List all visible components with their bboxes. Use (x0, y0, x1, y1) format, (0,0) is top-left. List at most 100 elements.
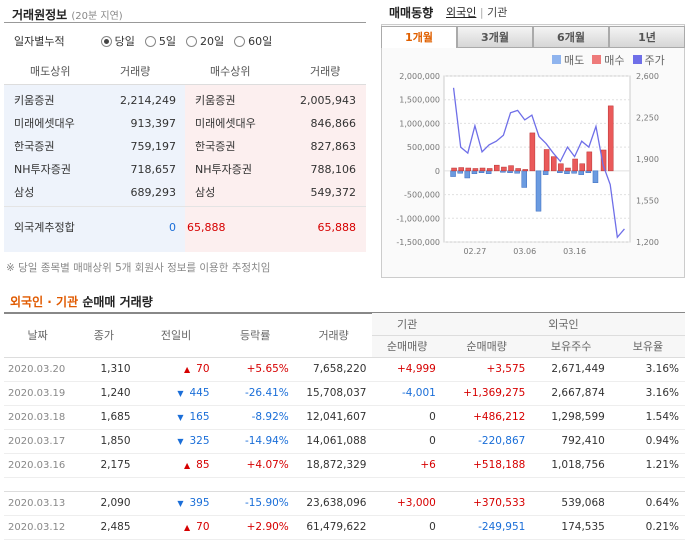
cell-change: ▼ 325 (136, 429, 216, 454)
buyer-name: NH투자증권 (195, 163, 252, 176)
cell-rate: -8.92% (215, 405, 295, 430)
table-title-rest: 순매매 거래량 (82, 295, 153, 309)
sell-bar (485, 170, 492, 174)
sell-bar (578, 170, 584, 175)
cell-foreign-net: -220,867 (441, 429, 532, 454)
cell-close: 1,850 (71, 429, 137, 454)
sell-vol-header: 거래량 (120, 65, 151, 78)
buy-bar (515, 168, 521, 172)
radio-5day[interactable]: 5일 (144, 33, 176, 49)
arrow-up-icon: ▲ (183, 523, 191, 532)
cell-holdings: 539,068 (531, 491, 611, 516)
trade-trend-chart: 2,000,000 1,500,000 1,000,000 500,000 0 -500,… (396, 72, 659, 256)
seller-volume: 689,293 (130, 186, 177, 199)
radio-60day[interactable]: 60일 (234, 33, 272, 49)
radio-dot-icon (185, 35, 197, 47)
col-date: 날짜 (4, 313, 72, 358)
radio-today[interactable]: 당일 (100, 33, 135, 49)
buy-bar (579, 163, 585, 172)
cell-inst-net: +4,999 (372, 357, 442, 382)
chart-legend: 매도 매수 주가 (552, 52, 665, 68)
delay-note: (20분 지연) (71, 11, 123, 22)
cell-foreign-net: +370,533 (441, 491, 532, 516)
table-title: 외국인 · 기관 순매매 거래량 (10, 293, 153, 310)
table-row: 2020.03.20 1,310 ▲ 70 +5.65% 7,658,220 +4,999 +… (4, 357, 685, 382)
table-row: 2020.03.18 1,685 ▼ 165 -8.92% 12,041,607 0 +486… (4, 405, 685, 430)
col-holdings: 보유주수 (531, 335, 611, 358)
col-institution: 기관 (372, 313, 442, 336)
buy-bar (451, 167, 457, 172)
cell-volume: 18,872,329 (294, 453, 373, 478)
institution-link[interactable]: 기관 (487, 6, 508, 19)
foreign-sell: 0 (169, 221, 176, 234)
seller-name: 키움증권 (14, 94, 55, 107)
foreign-link[interactable]: 외국인 (446, 6, 477, 19)
cell-rate: +2.90% (215, 515, 295, 540)
buyer-name: 키움증권 (195, 94, 236, 107)
sell-bar (585, 170, 592, 174)
cell-inst-net: +3,000 (372, 491, 442, 516)
cell-inst-net: +6 (372, 453, 442, 478)
buyer-name: 삼성 (195, 186, 216, 199)
col-foreign-net: 순매매량 (441, 335, 532, 358)
cell-change: ▲ 70 (136, 515, 216, 540)
cell-close: 1,240 (71, 381, 137, 406)
cell-ratio: 0.94% (610, 429, 685, 454)
table-spacer (4, 477, 685, 492)
legend-sell: 매도 (552, 52, 584, 68)
buy-bar (472, 168, 479, 172)
buyer-volume: 549,372 (310, 186, 357, 199)
buy-bar (494, 164, 500, 172)
buy-swatch (592, 55, 602, 64)
arrow-down-icon: ▼ (177, 437, 184, 446)
y-left-tick-label: 1,500,000 (399, 96, 440, 105)
col-ratio: 보유율 (610, 335, 685, 358)
cell-inst-net: 0 (372, 405, 442, 430)
foreign-net: 65,888 (187, 221, 226, 234)
y-left-tick-label: 2,000,000 (399, 72, 440, 81)
header-line (4, 84, 366, 85)
radio-20day[interactable]: 20일 (185, 33, 224, 49)
radio-dot-icon (100, 35, 112, 47)
y-right-tick-label: 1,550 (636, 197, 659, 206)
table-row: 2020.03.16 2,175 ▲ 85 +4.07% 18,872,329 +6 +518… (4, 453, 685, 478)
tab-1month[interactable]: 1개월 (381, 26, 457, 48)
cell-volume: 7,658,220 (294, 357, 373, 382)
cell-volume: 14,061,088 (294, 429, 373, 454)
price-line (452, 87, 625, 239)
seller-name: 한국증권 (14, 140, 55, 153)
y-left-tick-label: -500,000 (404, 191, 440, 200)
x-tick-label: 03.16 (563, 247, 586, 256)
seller-name: 삼성 (14, 186, 35, 199)
trend-links: 외국인 | 기관 (446, 4, 507, 20)
cell-holdings: 174,535 (531, 515, 611, 540)
seller-name: NH투자증권 (14, 163, 71, 176)
arrow-down-icon: ▼ (177, 413, 184, 422)
sell-bar (478, 170, 485, 174)
sell-bg (4, 84, 185, 252)
arrow-down-icon: ▼ (177, 499, 184, 508)
foreign-estimate-label: 외국계추정합 (14, 221, 75, 234)
table-title-highlight: 외국인 · 기관 (10, 295, 79, 309)
buy-bar (550, 156, 557, 172)
tab-1year[interactable]: 1년 (609, 26, 685, 48)
sell-bar (564, 170, 570, 174)
seller-volume: 2,214,249 (120, 94, 176, 107)
sell-bar (542, 170, 549, 175)
buy-bar (522, 169, 529, 172)
cell-holdings: 792,410 (531, 429, 611, 454)
cell-close: 1,685 (71, 405, 137, 430)
cell-volume: 61,479,622 (294, 515, 373, 540)
table-row: 2020.03.12 2,485 ▲ 70 +2.90% 61,479,622 0 -249,… (4, 515, 685, 540)
tab-3month[interactable]: 3개월 (457, 26, 533, 48)
cell-ratio: 0.21% (610, 515, 685, 540)
cell-inst-net: 0 (372, 429, 442, 454)
buy-bar (465, 167, 472, 172)
sell-bar (507, 170, 513, 174)
buyer-name: 미래에셋대우 (195, 117, 256, 130)
cell-inst-net: 0 (372, 515, 442, 540)
cell-holdings: 2,671,449 (531, 357, 611, 382)
buy-bar (501, 166, 507, 172)
cell-rate: -26.41% (215, 381, 295, 406)
tab-6month[interactable]: 6개월 (533, 26, 609, 48)
